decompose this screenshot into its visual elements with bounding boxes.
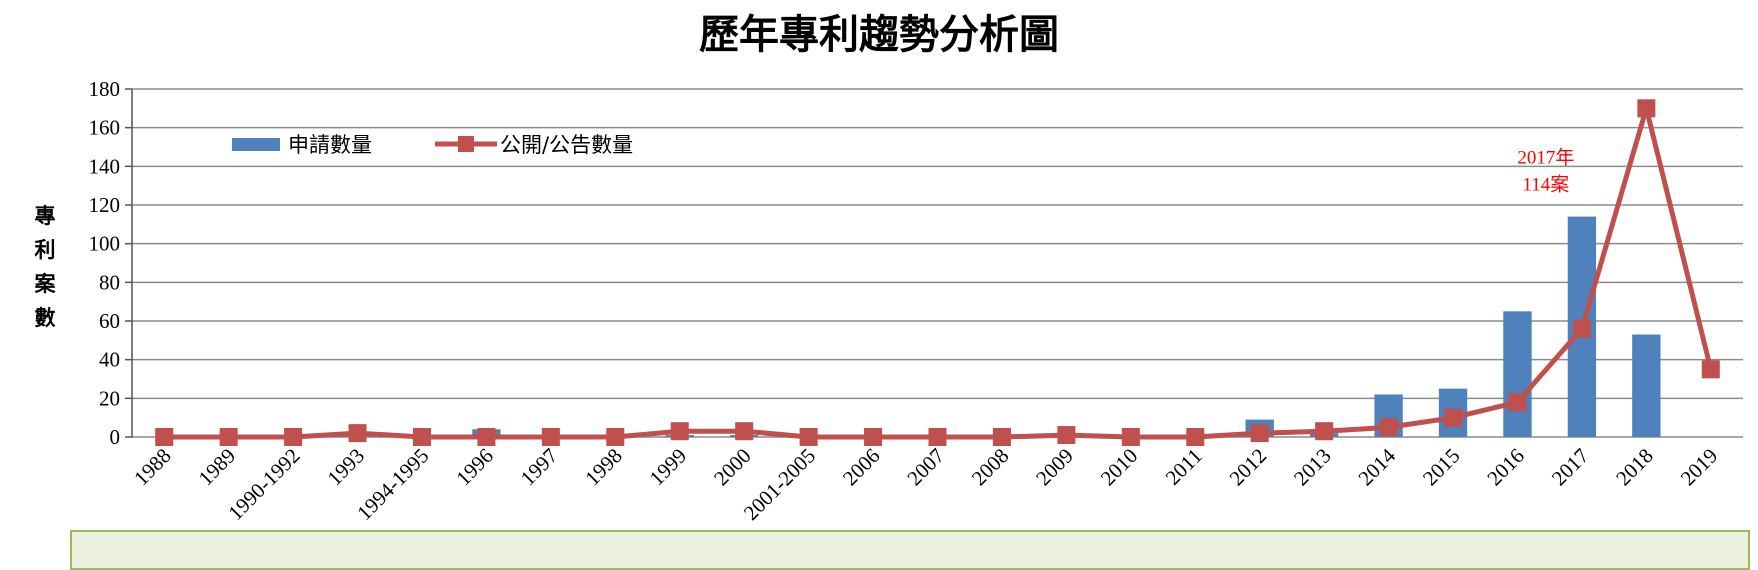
x-tick-label: 2008 bbox=[967, 444, 1014, 491]
y-tick-label: 100 bbox=[89, 232, 121, 256]
x-tick-label: 1996 bbox=[451, 444, 498, 491]
x-tick-label: 2017 bbox=[1547, 444, 1594, 491]
line-marker-2018 bbox=[1637, 99, 1656, 118]
chart-title: 歷年專利趨勢分析圖 bbox=[699, 11, 1059, 58]
annotation-line: 2017年 bbox=[1517, 147, 1574, 169]
y-axis-label-char: 數 bbox=[35, 305, 56, 330]
legend-swatch-bar bbox=[232, 138, 280, 151]
line-marker-2015 bbox=[1444, 408, 1463, 427]
legend-label-bar: 申請數量 bbox=[288, 133, 372, 157]
x-tick-label: 2014 bbox=[1353, 443, 1400, 490]
line-marker-2007 bbox=[928, 428, 947, 446]
line-marker-2016 bbox=[1508, 393, 1527, 412]
y-axis-label-char: 利 bbox=[35, 237, 56, 262]
y-tick-label: 0 bbox=[110, 425, 121, 449]
line-marker-2000 bbox=[735, 422, 754, 441]
note-box bbox=[70, 530, 1750, 570]
x-tick-label: 2007 bbox=[902, 444, 949, 491]
line-marker-1994-1995 bbox=[412, 428, 431, 446]
annotations: 2017年 114案 bbox=[1517, 147, 1574, 196]
y-tick-label: 120 bbox=[89, 193, 121, 217]
line-marker-1996 bbox=[477, 428, 496, 446]
line-marker-1993 bbox=[348, 424, 367, 443]
x-tick-label: 2012 bbox=[1225, 444, 1272, 491]
line-marker-2017 bbox=[1572, 319, 1591, 338]
line-marker-1998 bbox=[606, 428, 625, 446]
bar-2016 bbox=[1503, 311, 1532, 437]
gridlines bbox=[131, 88, 1743, 438]
x-tick-label: 2010 bbox=[1096, 444, 1143, 491]
bar-series bbox=[343, 216, 1661, 437]
legend: 申請數量 公開/公告數量 bbox=[232, 133, 633, 157]
y-tick-label: 140 bbox=[89, 154, 121, 178]
x-tick-label: 2018 bbox=[1611, 444, 1658, 491]
x-tick-label: 1997 bbox=[516, 444, 563, 491]
legend-label-line: 公開/公告數量 bbox=[500, 133, 633, 157]
x-tick-label: 2016 bbox=[1482, 444, 1529, 491]
y-tick-label: 60 bbox=[99, 309, 120, 333]
x-tick-label: 1988 bbox=[129, 444, 176, 491]
y-tick-label: 180 bbox=[89, 77, 121, 101]
y-tick-label: 40 bbox=[99, 348, 120, 372]
line-marker-2011 bbox=[1186, 428, 1205, 446]
line-marker-1988 bbox=[155, 428, 174, 446]
y-tick-label: 20 bbox=[99, 386, 120, 410]
y-axis-ticks: 0 20 40 60 80 100 120 140 160 180 bbox=[89, 77, 132, 449]
line-marker-1989 bbox=[219, 428, 238, 446]
line-marker-1997 bbox=[541, 428, 560, 446]
x-tick-label: 2019 bbox=[1676, 444, 1723, 491]
x-tick-label: 2011 bbox=[1161, 444, 1207, 490]
line-marker-2006 bbox=[864, 428, 883, 446]
line-marker-2019 bbox=[1701, 360, 1720, 379]
x-tick-label: 1989 bbox=[194, 444, 241, 491]
line-marker-2014 bbox=[1379, 418, 1398, 437]
y-axis-label-char: 專 bbox=[35, 203, 56, 228]
x-tick-label: 1998 bbox=[580, 444, 627, 491]
annotation-line: 114案 bbox=[1523, 174, 1570, 196]
line-marker-2009 bbox=[1057, 426, 1076, 445]
line-marker-2010 bbox=[1121, 428, 1140, 446]
y-axis-label-char: 案 bbox=[34, 271, 57, 296]
line-marker-2001-2005 bbox=[799, 428, 818, 446]
x-tick-label: 1999 bbox=[645, 444, 692, 491]
x-tick-label: 2006 bbox=[838, 444, 885, 491]
line-marker-1990-1992 bbox=[284, 428, 303, 446]
x-tick-label: 2000 bbox=[709, 444, 756, 491]
x-tick-label: 2013 bbox=[1289, 444, 1336, 491]
x-tick-label: 1994-1995 bbox=[352, 444, 433, 525]
line-path bbox=[164, 105, 1714, 440]
y-tick-label: 80 bbox=[99, 270, 120, 294]
line-marker-2013 bbox=[1315, 422, 1334, 441]
y-tick-label: 160 bbox=[89, 116, 121, 140]
line-series bbox=[155, 99, 1720, 446]
x-tick-label: 1990-1992 bbox=[223, 444, 304, 525]
x-tick-label: 2015 bbox=[1418, 444, 1465, 491]
x-tick-label: 1993 bbox=[322, 444, 369, 491]
x-tick-label: 2001-2005 bbox=[739, 444, 820, 525]
bar-2018 bbox=[1632, 334, 1661, 437]
line-marker-1999 bbox=[670, 422, 689, 441]
line-marker-2012 bbox=[1250, 424, 1269, 443]
line-marker-2008 bbox=[992, 428, 1011, 446]
legend-swatch-marker bbox=[458, 136, 474, 152]
x-tick-label: 2009 bbox=[1031, 444, 1078, 491]
